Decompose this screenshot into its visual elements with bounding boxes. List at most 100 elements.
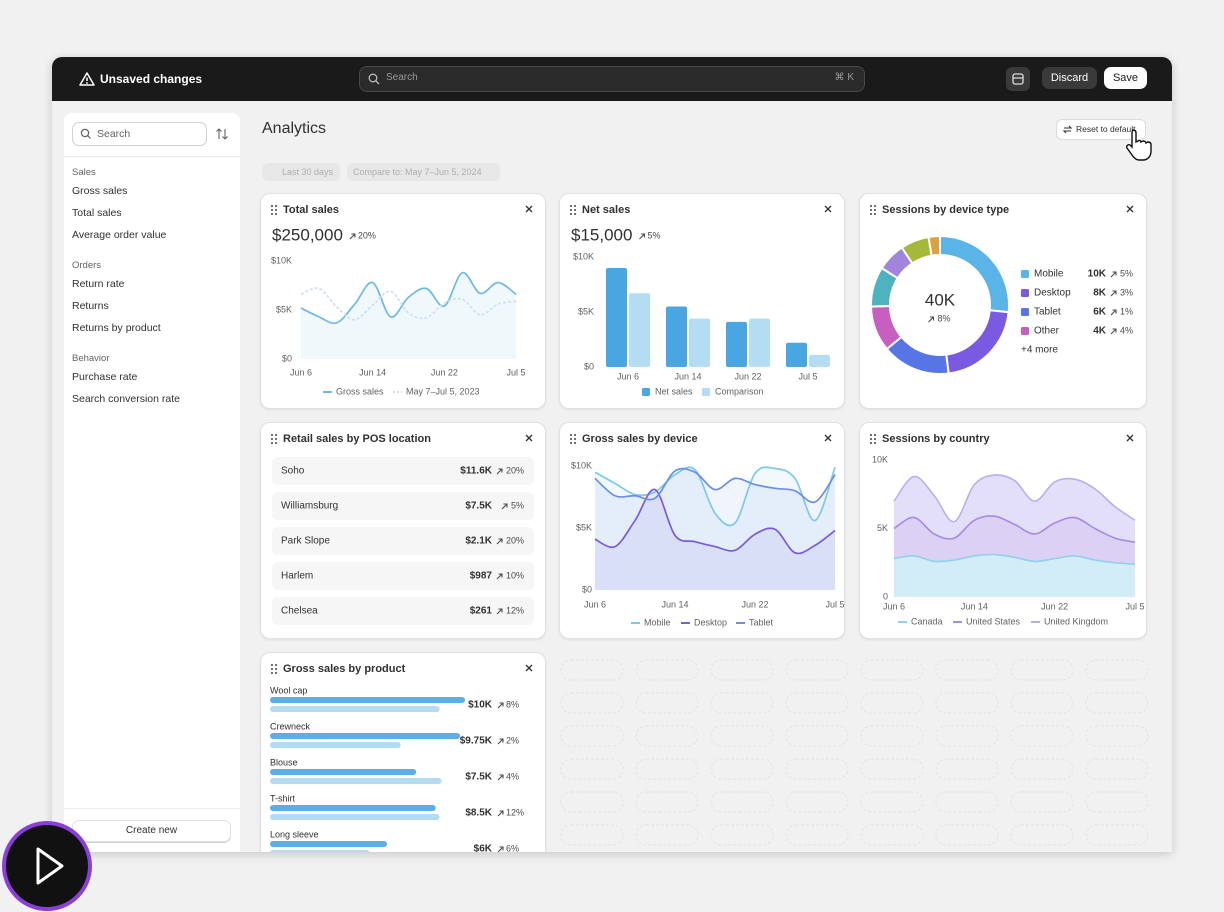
table-row [272,597,534,625]
line [594,488,836,555]
nav-item[interactable]: Returns by product [72,322,161,334]
slot [785,725,849,747]
more-link[interactable]: +4 more [1021,345,1058,356]
slot [1010,758,1074,780]
slot [1010,725,1074,747]
card-canvas: Sessions by country 0 5K 10K Jun 6 Jun 14 Jun … [869,433,1145,626]
table-row [272,492,534,520]
row-name: Harlem [281,571,313,582]
top-bar: Unsaved changes Search ⌘ K Discard Save [52,57,1172,101]
search-placeholder: Search [97,128,131,140]
bar [666,306,687,367]
close-button[interactable] [824,434,832,442]
bar-label: T-shirt [270,793,296,803]
nav-item[interactable]: Total sales [72,207,122,219]
empty-slots [560,659,1149,846]
change-label: 2% [506,735,519,745]
drag-handle [573,208,577,212]
bar [809,354,830,367]
row-value: $11.6K [460,466,492,477]
drag-handle [573,212,577,216]
date-range[interactable]: Last 30 days [262,163,340,181]
y-tick-label: $5K [576,522,592,532]
search-icon [368,73,380,85]
close-button[interactable] [525,664,533,672]
value-label: $10K [468,700,493,711]
x-tick-label: Jun 14 [961,601,988,611]
bar [629,293,650,367]
nav-item[interactable]: Gross sales [72,185,128,197]
card: Total sales $250,000 20% $0 $5K $10K Jun 6 Jun … [260,193,546,409]
close-button[interactable] [1126,434,1134,442]
nav-item[interactable]: Average order value [72,229,167,241]
x-tick-label: Jul 5 [506,367,525,377]
drag-handle [873,433,877,437]
slot [935,758,999,780]
compare-range[interactable]: Compare to: May 7–Jun 5, 2024 [347,163,500,181]
metric-value: $15,000 [571,225,632,244]
value-label: $7.5K [465,772,492,783]
y-tick-label: $5K [578,306,594,316]
card-title: Sessions by country [882,433,990,445]
legend-swatch [702,388,710,396]
close-button[interactable] [525,434,533,442]
drag-handle [274,204,278,208]
card: Net sales $15,000 5% $0 $5K $10K Jun 6 Jun 14 Ju… [559,193,845,409]
nav-item[interactable]: Search conversion rate [72,393,180,405]
change-label: 6% [506,843,519,852]
slot [860,725,924,747]
bar-label: Blouse [270,757,298,767]
nav-item[interactable]: Purchase rate [72,371,138,383]
drag-handle [573,204,577,208]
legend-value: 4K [1093,326,1107,337]
area-fill [301,272,516,359]
value-label: $6K [474,844,493,852]
slot [935,824,999,846]
play-button[interactable] [2,821,92,911]
legend-label: Canada [911,616,943,626]
discard-button[interactable]: Discard [1042,67,1097,89]
store-icon [1012,73,1024,85]
row-name: Park Slope [281,536,330,547]
compare-label: Compare to: May 7–Jun 5, 2024 [353,167,482,177]
warning-icon [79,72,95,86]
line [300,271,517,325]
slot [635,692,699,714]
play-icon [36,847,64,885]
nav-item[interactable]: Returns [72,300,109,312]
row-name: Chelsea [281,606,318,617]
slot [1085,758,1149,780]
legend-label: United States [966,616,1021,626]
value-label: $8.5K [465,808,492,819]
card-canvas: Gross sales by device $0 $5K $10K Jun 6 Jun 1… [569,433,844,627]
reset-label: Reset to default [1076,124,1136,134]
change-label: 8% [506,699,519,709]
area-line [893,515,1136,543]
close-button[interactable] [1126,205,1134,213]
bar-label: Long sleeve [270,829,319,839]
create-button[interactable]: Create new [72,820,231,842]
slot [560,692,624,714]
drag-handle [569,212,573,216]
save-button[interactable]: Save [1104,67,1147,89]
divider [64,156,240,157]
trend-arrow [928,316,935,323]
change-label: 3% [1120,287,1133,297]
drag-handle [270,212,274,216]
card-title: Net sales [582,204,630,216]
drag-handle [569,204,573,208]
slot [710,659,774,681]
sort-icon[interactable] [215,127,229,141]
nav-item[interactable]: Return rate [72,278,125,290]
store-button[interactable] [1006,67,1030,91]
close-button[interactable] [525,205,533,213]
sidebar-search[interactable]: Search [72,122,207,146]
reset-button[interactable]: Reset to default [1056,119,1146,140]
slot [635,791,699,813]
close-button[interactable] [824,205,832,213]
card-canvas: Sessions by device type 40K 8% Mobile 10K 5% D… [869,204,1134,375]
change-label: 12% [506,605,524,615]
area-fill [894,474,1135,543]
search-bar[interactable]: Search ⌘ K [359,66,865,92]
slot [935,692,999,714]
